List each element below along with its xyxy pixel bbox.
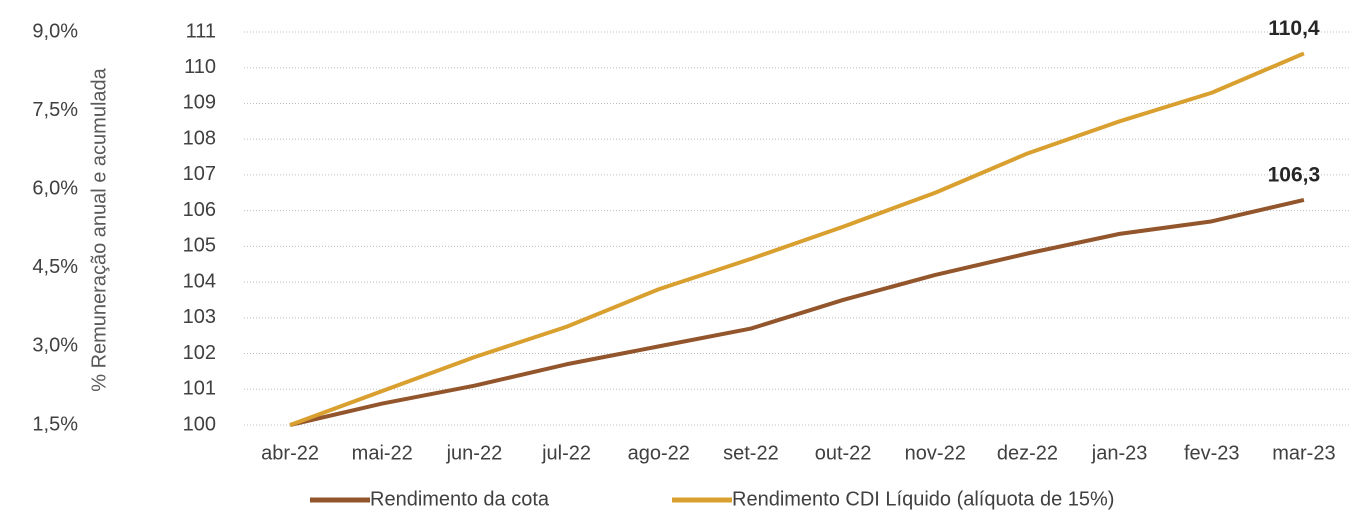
y2-tick-label: 6,0% [32, 177, 78, 199]
y-tick-label: 108 [183, 127, 216, 149]
x-tick-label: fev-23 [1184, 442, 1240, 464]
y2-tick-label: 1,5% [32, 413, 78, 435]
y2-tick-label: 4,5% [32, 256, 78, 278]
y-tick-label: 111 [186, 20, 216, 42]
x-tick-label: jun-22 [446, 442, 503, 464]
series-line [289, 197, 1305, 427]
y-tick-label: 105 [183, 235, 216, 257]
x-tick-label: abr-22 [261, 442, 319, 464]
x-tick-label: jul-22 [541, 442, 591, 464]
series-line [289, 51, 1305, 427]
x-tick-label: mar-23 [1272, 442, 1335, 464]
x-tick-label: mai-22 [352, 442, 413, 464]
y-tick-label: 109 [183, 92, 216, 114]
y-tick-label: 110 [184, 56, 216, 78]
y-tick-label: 104 [183, 270, 216, 292]
y-tick-label: 101 [183, 378, 216, 400]
y-tick-label: 107 [183, 163, 216, 185]
y2-tick-label: 3,0% [32, 335, 78, 357]
legend-label: Rendimento CDI Líquido (alíquota de 15%) [732, 488, 1114, 510]
x-tick-label: out-22 [815, 442, 872, 464]
x-tick-label: set-22 [723, 442, 779, 464]
y2-tick-label: 9,0% [32, 20, 78, 42]
y-tick-label: 100 [183, 413, 216, 435]
y2-axis-label: % Remuneração anual e acumulada [88, 67, 110, 391]
data-label: 110,4 [1268, 17, 1320, 40]
y-tick-label: 106 [183, 199, 216, 221]
x-tick-label: nov-22 [905, 442, 966, 464]
y2-tick-label: 7,5% [32, 99, 78, 121]
x-tick-label: ago-22 [628, 442, 690, 464]
data-label: 106,3 [1268, 163, 1321, 186]
legend-label: Rendimento da cota [370, 488, 550, 510]
y-tick-label: 102 [183, 342, 216, 364]
x-tick-label: jan-23 [1091, 442, 1148, 464]
x-tick-label: dez-22 [997, 442, 1058, 464]
y-tick-label: 103 [183, 306, 216, 328]
